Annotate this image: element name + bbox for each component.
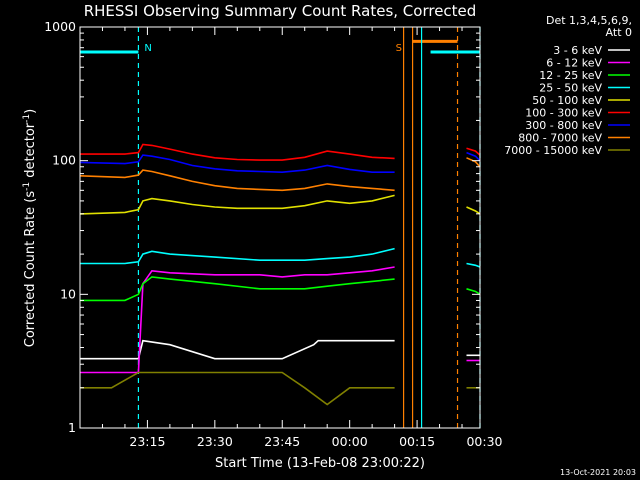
legend-entry-label: 6 - 12 keV: [546, 57, 602, 70]
y-tick-label: 100: [52, 153, 76, 168]
series-line: [80, 276, 395, 302]
y-tick-label: 1000: [44, 19, 76, 34]
x-tick-label: 00:00: [332, 434, 368, 449]
legend-entry-label: 12 - 25 keV: [539, 69, 602, 82]
y-axis-label: Corrected Count Rate (s-1 detector-1): [22, 109, 38, 347]
series-line: [80, 247, 395, 265]
legend-entry-label: 7000 - 15000 keV: [504, 144, 602, 157]
x-tick-label: 00:30: [466, 434, 502, 449]
series-line: [80, 143, 395, 161]
series-line: [466, 262, 481, 268]
footer-timestamp: 13-Oct-2021 20:03: [560, 468, 636, 477]
legend-entry-label: 100 - 300 keV: [525, 107, 602, 120]
series-line: [466, 157, 481, 168]
legend-entry-label: 25 - 50 keV: [539, 82, 602, 95]
series-line: [80, 266, 395, 374]
x-tick-label: 00:15: [399, 434, 435, 449]
legend-entry-label: 50 - 100 keV: [532, 94, 602, 107]
axes-frame: [79, 26, 481, 429]
series-line: [466, 206, 481, 215]
legend-entry-label: 3 - 6 keV: [553, 44, 602, 57]
series-line: [80, 339, 395, 360]
plot-area: N S 1 10 100 1000 23:15 23:30 23:45 00:00 00:15 00:…: [44, 19, 502, 449]
annotation-label: N: [144, 43, 151, 54]
series-line: [80, 371, 395, 406]
x-axis-label: Start Time (13-Feb-08 23:00:22): [215, 456, 425, 471]
series-line: [79, 154, 395, 174]
series-line: [79, 194, 395, 215]
legend-entry-label: 300 - 800 keV: [525, 119, 602, 132]
x-tick-label: 23:30: [197, 434, 233, 449]
x-tick-label: 23:15: [129, 434, 165, 449]
legend-header: Att 0: [606, 26, 632, 39]
x-tick-label: 23:45: [264, 434, 300, 449]
series-line: [466, 151, 481, 162]
chart-title: RHESSI Observing Summary Count Rates, Co…: [84, 2, 477, 20]
annotation-label: S: [396, 43, 402, 54]
legend-entry-label: 800 - 7000 keV: [518, 132, 602, 145]
y-tick-label: 1: [68, 420, 76, 435]
series-line: [466, 288, 481, 295]
legend-header: Det 1,3,4,5,6,9,: [546, 14, 632, 27]
series-line: [79, 169, 395, 192]
series-line: [466, 147, 481, 156]
y-tick-label: 10: [60, 286, 76, 301]
